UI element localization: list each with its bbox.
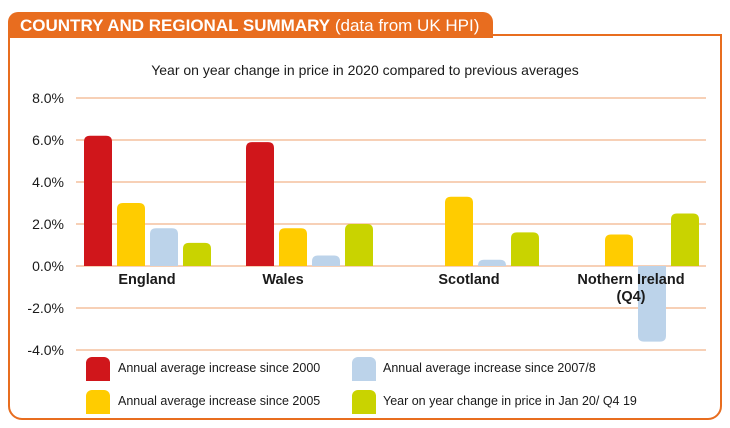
legend-label: Annual average increase since 2000 (118, 361, 321, 375)
bar (279, 228, 307, 266)
y-tick-label: 4.0% (32, 174, 64, 190)
legend-swatch (86, 390, 110, 414)
category-label: Scotland (438, 272, 499, 288)
y-tick-label: -2.0% (27, 300, 64, 316)
panel-title-source: (data from UK HPI) (334, 16, 480, 35)
chart-title: Year on year change in price in 2020 com… (151, 62, 579, 78)
y-tick-label: 2.0% (32, 216, 64, 232)
bar (605, 234, 633, 266)
legend-label: Annual average increase since 2007/8 (383, 361, 596, 375)
bar (445, 196, 473, 266)
bar (312, 255, 340, 266)
bar (638, 266, 666, 342)
bar (117, 203, 145, 266)
y-tick-label: 8.0% (32, 90, 64, 106)
bar (345, 224, 373, 266)
panel-header-tab: COUNTRY AND REGIONAL SUMMARY (data from … (8, 12, 494, 38)
bar (150, 228, 178, 266)
category-label: England (118, 272, 175, 288)
category-label: Nothern Ireland (577, 272, 684, 288)
legend-swatch (86, 357, 110, 381)
y-tick-label: 0.0% (32, 258, 64, 274)
y-tick-label: 6.0% (32, 132, 64, 148)
bar (84, 135, 112, 266)
bar (511, 232, 539, 266)
category-label: Wales (262, 272, 303, 288)
bar (183, 242, 211, 266)
legend-swatch (352, 357, 376, 381)
bar (478, 259, 506, 266)
panel-title: COUNTRY AND REGIONAL SUMMARY (20, 16, 331, 35)
y-tick-label: -4.0% (27, 342, 64, 358)
legend-label: Year on year change in price in Jan 20/ … (383, 394, 637, 408)
bar (246, 142, 274, 266)
bar (671, 213, 699, 266)
legend-swatch (352, 390, 376, 414)
category-label: (Q4) (617, 289, 646, 305)
legend-label: Annual average increase since 2005 (118, 394, 321, 408)
